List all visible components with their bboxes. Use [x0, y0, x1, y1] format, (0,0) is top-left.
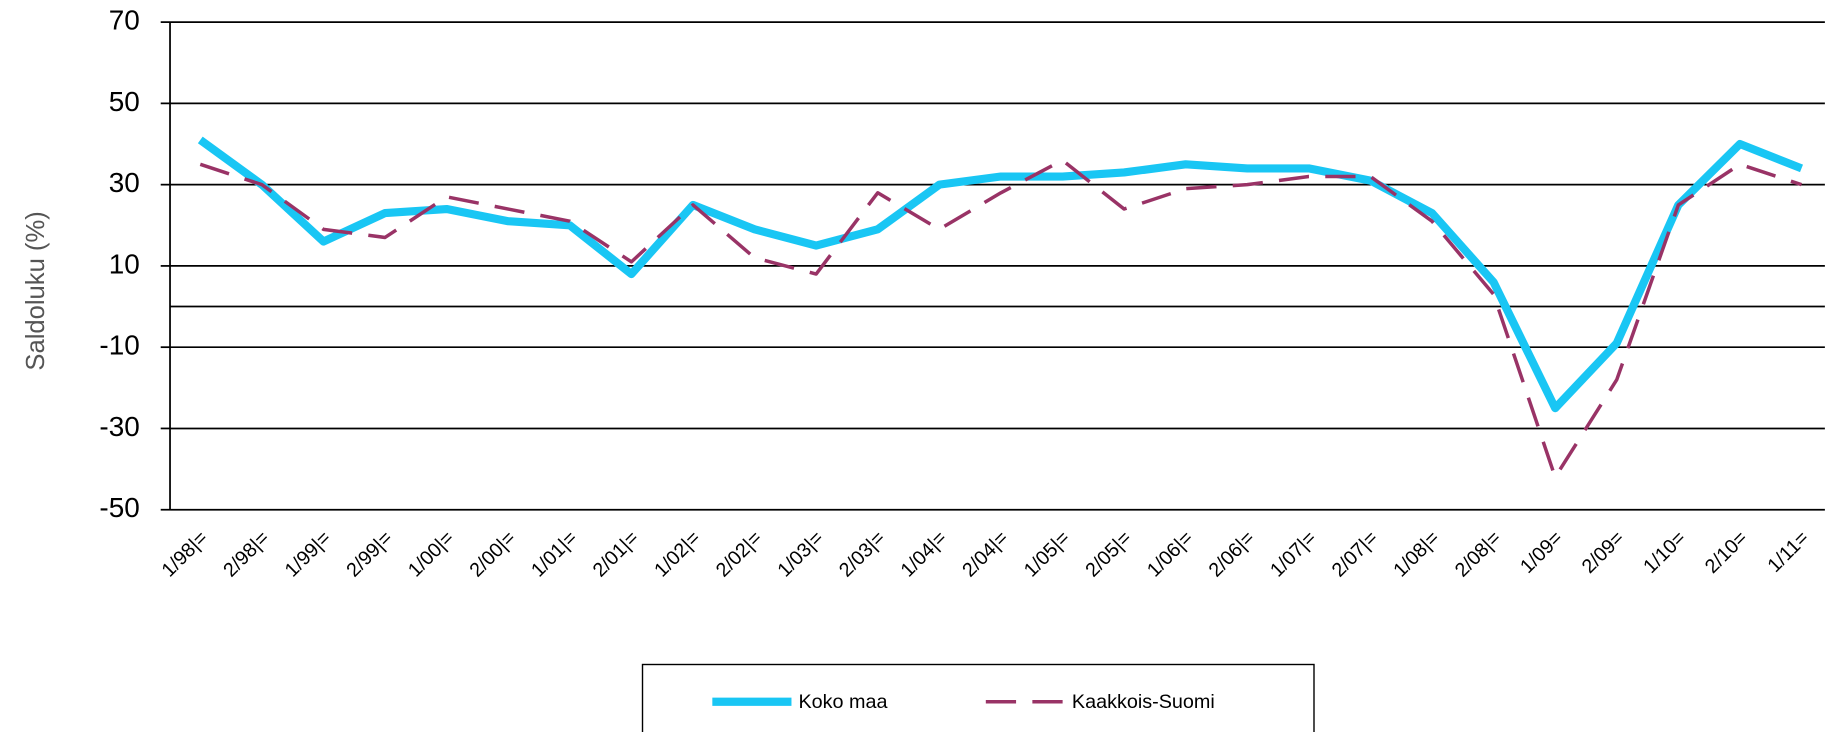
x-tick-label: 1/06|=	[1143, 527, 1198, 582]
x-tick-label: 2/07|=	[1328, 527, 1383, 582]
y-tick-label: -10	[99, 330, 139, 361]
x-tick-label: 2/00|=	[466, 527, 521, 582]
series-line	[199, 158, 1803, 479]
x-tick-label: 1/08|=	[1389, 527, 1444, 582]
x-tick-label: 1/99|=	[281, 527, 336, 582]
y-tick-label: -50	[99, 492, 139, 523]
y-axis-label: Saldoluku (%)	[22, 211, 50, 370]
y-tick-label: 50	[109, 86, 140, 117]
x-tick-label: 2/04|=	[958, 527, 1013, 582]
x-tick-label: 1/11=	[1764, 527, 1814, 577]
y-tick-label: 10	[109, 248, 140, 279]
x-tick-label: 1/98|=	[158, 527, 213, 582]
y-tick-label: -30	[99, 411, 139, 442]
x-tick-label: 2/06|=	[1205, 527, 1260, 582]
x-tick-label: 2/99|=	[342, 527, 397, 582]
x-tick-label: 1/01|=	[527, 527, 582, 582]
x-tick-label: 2/09=	[1578, 527, 1629, 578]
x-tick-label: 1/03|=	[773, 527, 828, 582]
x-tick-label: 1/00|=	[404, 527, 459, 582]
x-tick-label: 2/03|=	[835, 527, 890, 582]
y-tick-label: 30	[109, 167, 140, 198]
x-tick-label: 2/98|=	[219, 527, 274, 582]
x-tick-label: 1/09=	[1516, 527, 1567, 578]
legend-label: Kaakkois-Suomi	[1072, 691, 1215, 713]
y-tick-label: 70	[109, 4, 140, 35]
x-tick-label: 1/07|=	[1266, 527, 1321, 582]
x-tick-label: 1/10=	[1639, 527, 1690, 578]
x-tick-label: 1/05|=	[1020, 527, 1075, 582]
x-tick-label: 2/08|=	[1451, 527, 1506, 582]
series-line	[197, 136, 1804, 413]
x-tick-label: 2/05|=	[1081, 527, 1136, 582]
x-tick-label: 1/02|=	[650, 527, 705, 582]
x-tick-label: 2/01|=	[589, 527, 644, 582]
legend-label: Koko maa	[798, 691, 887, 713]
x-tick-label: 2/10=	[1701, 527, 1752, 578]
x-tick-label: 1/04|=	[897, 527, 952, 582]
x-tick-label: 2/02|=	[712, 527, 767, 582]
